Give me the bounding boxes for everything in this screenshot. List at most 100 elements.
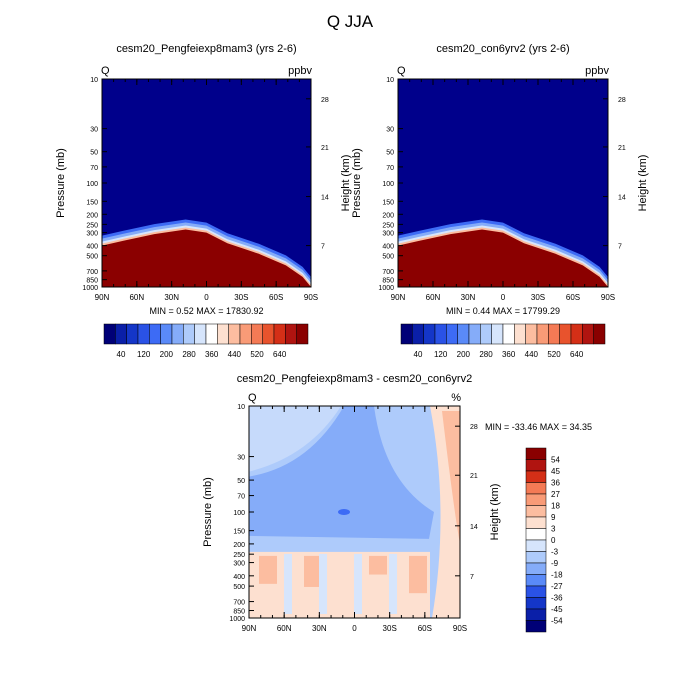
colorbar-swatch xyxy=(400,323,413,345)
colorbar-label: 360 xyxy=(502,350,516,359)
colorbar-swatch xyxy=(205,323,218,345)
colorbar-label: 280 xyxy=(479,350,493,359)
height-tick-label: 21 xyxy=(321,145,329,152)
colorbar-swatch xyxy=(228,323,241,345)
y-tick-label: 850 xyxy=(86,278,98,285)
y-tick-label: 10 xyxy=(386,77,394,84)
colorbar-swatch xyxy=(559,323,572,345)
y-tick-label: 30 xyxy=(237,455,245,462)
colorbar-swatch xyxy=(183,323,195,345)
colorbar-swatch xyxy=(525,447,547,460)
colorbar-label: -54 xyxy=(551,617,563,626)
y-tick-label: 300 xyxy=(233,561,245,568)
positive-patch-4 xyxy=(409,555,427,594)
colorbar-swatch xyxy=(115,323,127,345)
colorbar-label: 40 xyxy=(117,350,126,359)
y-axis-title-right: Height (km) xyxy=(340,155,352,212)
x-tick-label: 90S xyxy=(601,293,615,302)
negative-streak-2 xyxy=(319,553,327,614)
y-tick-label: 400 xyxy=(86,244,98,251)
min-max-stats: MIN = -33.46 MAX = 34.35 xyxy=(485,422,592,432)
colorbar-swatch xyxy=(103,323,116,345)
colorbar-label: 440 xyxy=(228,350,242,359)
height-tick-label: 21 xyxy=(470,473,478,480)
y-tick-label: 700 xyxy=(86,269,98,276)
colorbar-swatch xyxy=(525,505,547,518)
chart-panel-2: cesm20_con6yrv2 (yrs 2-6) Q ppbv 90N 60N 30N 0… xyxy=(351,43,649,359)
y-tick-label: 70 xyxy=(237,494,245,501)
colorbar-label: 640 xyxy=(273,350,287,359)
colorbar-label: 9 xyxy=(551,513,556,522)
units-label: ppbv xyxy=(585,65,609,77)
y-tick-label: 150 xyxy=(382,199,394,206)
y-tick-label: 1000 xyxy=(82,285,98,292)
colorbar-swatch xyxy=(468,323,481,345)
y-axis-title: Pressure (mb) xyxy=(351,148,363,218)
y-tick-label: 1000 xyxy=(378,285,394,292)
height-tick-label: 28 xyxy=(618,97,626,104)
colorbar-label: -36 xyxy=(551,594,563,603)
height-tick-label: 28 xyxy=(470,424,478,431)
y-axis-title-right: Height (km) xyxy=(489,484,501,541)
panel-title: cesm20_Pengfeiexp8mam3 (yrs 2-6) xyxy=(116,43,296,55)
weak-region xyxy=(249,406,341,472)
colorbar-label: 27 xyxy=(551,490,560,499)
variable-label: Q xyxy=(101,65,110,77)
x-tick-label: 60S xyxy=(566,293,580,302)
colorbar-swatch xyxy=(434,323,447,345)
colorbar-swatch xyxy=(126,323,139,345)
panel-title: cesm20_con6yrv2 (yrs 2-6) xyxy=(436,43,569,55)
colorbar-label: 0 xyxy=(551,536,556,545)
x-tick-label: 90N xyxy=(391,293,406,302)
y-tick-label: 200 xyxy=(233,542,245,549)
chart-panel-1: cesm20_Pengfeiexp8mam3 (yrs 2-6) Q ppbv 90N… xyxy=(55,43,352,359)
colorbar-label: 3 xyxy=(551,525,556,534)
colorbar-swatch xyxy=(593,323,606,345)
colorbar-swatch xyxy=(536,323,549,345)
y-tick-label: 50 xyxy=(386,150,394,157)
y-tick-label: 30 xyxy=(90,127,98,134)
min-max-stats: MIN = 0.44 MAX = 17799.29 xyxy=(446,306,560,316)
units-label: % xyxy=(451,392,461,404)
colorbar-swatch xyxy=(570,323,583,345)
colorbar-label: 18 xyxy=(551,502,560,511)
x-tick-label: 30N xyxy=(164,293,179,302)
colorbar-label: -45 xyxy=(551,605,563,614)
y-tick-label: 100 xyxy=(86,181,98,188)
colorbar-swatch xyxy=(502,323,515,345)
colorbar-label: -18 xyxy=(551,571,563,580)
colorbar-swatch xyxy=(412,323,424,345)
colorbar-swatch xyxy=(514,323,526,345)
tropospheric-region xyxy=(249,551,430,618)
colorbar-swatch xyxy=(251,323,263,345)
colorbar-swatch xyxy=(160,323,173,345)
colorbar-label: 280 xyxy=(182,350,196,359)
colorbar-label: 45 xyxy=(551,467,560,476)
colorbar-swatch xyxy=(149,323,161,345)
y-axis-title: Pressure (mb) xyxy=(55,148,67,218)
colorbar-label: 520 xyxy=(547,350,561,359)
height-tick-label: 7 xyxy=(321,244,325,251)
colorbar-swatch xyxy=(480,323,492,345)
colorbar-label: 120 xyxy=(137,350,151,359)
y-tick-label: 10 xyxy=(237,404,245,411)
y-tick-label: 700 xyxy=(233,600,245,607)
x-tick-label: 60N xyxy=(277,624,292,633)
colorbar-label: 40 xyxy=(414,350,423,359)
x-tick-label: 30N xyxy=(461,293,476,302)
colorbar-label: 54 xyxy=(551,456,560,465)
colorbar-label: 440 xyxy=(525,350,539,359)
colorbar-label: 36 xyxy=(551,479,560,488)
negative-core xyxy=(338,509,350,515)
positive-patch-2 xyxy=(304,555,322,587)
y-axis-title-right: Height (km) xyxy=(637,155,649,212)
colorbar-label: 640 xyxy=(570,350,584,359)
variable-label: Q xyxy=(248,392,257,404)
y-tick-label: 30 xyxy=(386,127,394,134)
contour-band-5 xyxy=(102,229,311,287)
x-tick-label: 60S xyxy=(269,293,283,302)
colorbar-label: 120 xyxy=(434,350,448,359)
colorbar-swatch xyxy=(262,323,275,345)
units-label: ppbv xyxy=(288,65,312,77)
y-tick-label: 1000 xyxy=(229,616,245,623)
